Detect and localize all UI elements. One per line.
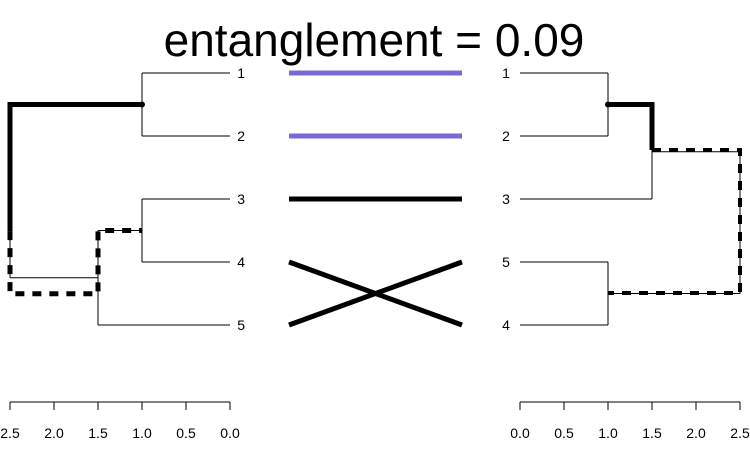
left-leaf-label-5: 5 [237, 317, 245, 333]
right-merge-3 [520, 261, 609, 326]
right-leaf-label-4: 4 [502, 317, 510, 333]
right-merge-4 [608, 151, 741, 294]
left-dendrogram: 1 2 3 4 5 [7, 65, 245, 333]
left-root-branch-solid [7, 102, 142, 232]
chart-title: entanglement = 0.09 [164, 14, 585, 66]
left-tick-label-2.5: 2.5 [0, 425, 20, 441]
right-root-branch-dashed [608, 148, 742, 295]
left-merge-3 [97, 230, 230, 326]
left-leaf-label-3: 3 [237, 191, 245, 207]
left-leaf-label-2: 2 [237, 128, 245, 144]
right-tick-label-1.0: 1.0 [598, 425, 618, 441]
left-merge-4 [9, 104, 142, 279]
right-leaf-label-1: 1 [502, 65, 510, 81]
right-tick-label-1.5: 1.5 [642, 425, 662, 441]
right-tick-label-2.5: 2.5 [730, 425, 750, 441]
connector-lines [288, 70, 463, 328]
connector-leaf-5 [288, 259, 463, 328]
right-tick-label-0.0: 0.0 [510, 425, 530, 441]
left-tick-label-0.0: 0.0 [220, 425, 240, 441]
left-leaf-label-4: 4 [237, 254, 245, 270]
left-leaf-label-1: 1 [237, 65, 245, 81]
right-branch-solid [608, 102, 655, 150]
right-leaf-label-3: 3 [502, 191, 510, 207]
left-root-branch-dashed [7, 228, 142, 297]
right-node-dot [605, 101, 611, 108]
right-axis: 0.0 0.5 1.0 1.5 2.0 2.5 [510, 401, 750, 441]
left-merge-2 [141, 198, 230, 263]
left-tick-label-2.0: 2.0 [44, 425, 64, 441]
right-leaf-label-5: 5 [502, 254, 510, 270]
left-axis: 2.5 2.0 1.5 1.0 0.5 0.0 [0, 401, 240, 441]
left-tick-label-1.0: 1.0 [132, 425, 152, 441]
left-tick-label-0.5: 0.5 [176, 425, 196, 441]
right-merge-1 [520, 72, 609, 137]
right-leaf-label-2: 2 [502, 128, 510, 144]
left-node-dot [139, 101, 145, 108]
left-tick-label-1.5: 1.5 [88, 425, 108, 441]
right-tick-label-2.0: 2.0 [686, 425, 706, 441]
right-dendrogram: 1 2 3 5 4 [502, 65, 742, 333]
right-merge-2 [520, 104, 653, 200]
left-merge-1 [141, 72, 230, 137]
right-tick-label-0.5: 0.5 [554, 425, 574, 441]
